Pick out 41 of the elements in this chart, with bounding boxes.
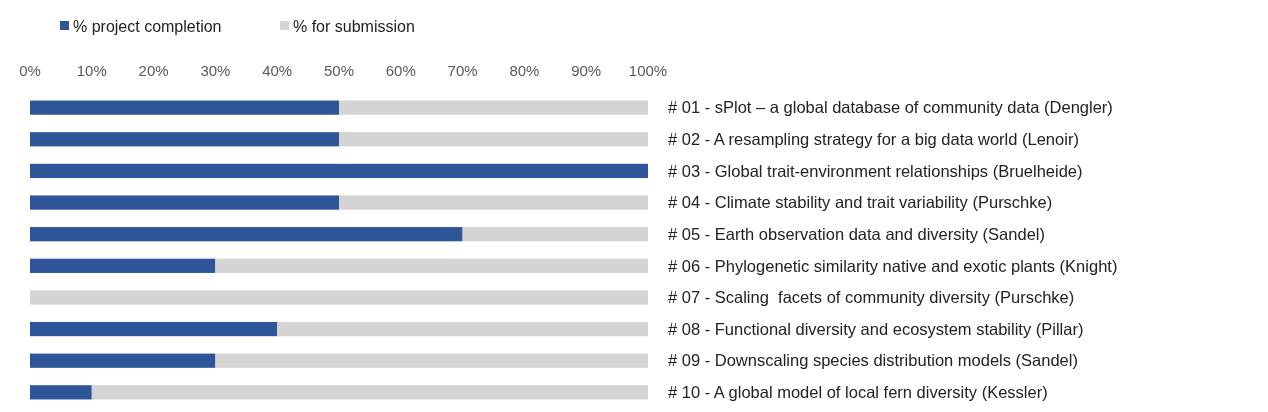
bar (339, 195, 648, 210)
x-tick-label: 50% (323, 62, 355, 79)
x-tick-label: 80% (509, 62, 540, 79)
bar (30, 163, 648, 179)
y-tick-label: # 05 - Earth observation data and diversity (Sandel) (668, 224, 1045, 243)
x-tick-label: 70% (447, 62, 478, 79)
legend-label: % for submission (293, 17, 415, 35)
bar (30, 100, 339, 115)
y-tick-label: # 08 - Functional diversity and ecosystem stability (Pillar) (668, 319, 1084, 338)
bar (30, 132, 339, 147)
bar (339, 132, 648, 147)
bar (462, 227, 648, 242)
bar (30, 353, 216, 368)
y-tick-label: # 06 - Phylogenetic similarity native and exotic plants (Knight) (668, 256, 1118, 275)
x-tick-label: 10% (76, 62, 107, 79)
y-tick-label: # 09 - Downscaling species distribution models (Sandel) (668, 351, 1078, 370)
bar (30, 321, 278, 337)
y-tick-label: # 07 - Scaling facets of community diversity (Purschke) (668, 288, 1075, 307)
y-tick-label: # 01 - sPlot – a global database of community data (Dengler) (668, 98, 1113, 117)
bar (339, 100, 648, 115)
bar (30, 290, 648, 305)
legend-label: % project completion (73, 17, 222, 35)
bar (30, 227, 463, 242)
x-tick-label: 30% (200, 62, 231, 79)
bar (215, 353, 648, 368)
x-tick-label: 90% (571, 62, 602, 79)
bar (30, 195, 339, 210)
x-tick-label: 40% (262, 62, 293, 79)
y-tick-label: # 02 - A resampling strategy for a big data world (Lenoir) (668, 130, 1079, 149)
y-tick-label: # 03 - Global trait-environment relationships (Bruelheide) (668, 161, 1083, 180)
x-tick-label: 20% (138, 62, 169, 79)
bar (91, 385, 648, 400)
y-tick-label: # 10 - A global model of local fern diversity (Kessler) (668, 383, 1048, 402)
x-tick-label: 100% (628, 62, 668, 79)
bar (30, 258, 216, 273)
bar (30, 385, 92, 400)
bar (215, 258, 648, 273)
y-tick-label: # 04 - Climate stability and trait variability (Purschke) (668, 193, 1053, 212)
x-tick-label: 60% (385, 62, 416, 79)
bar (277, 321, 648, 337)
x-tick-label: 0% (19, 62, 41, 79)
